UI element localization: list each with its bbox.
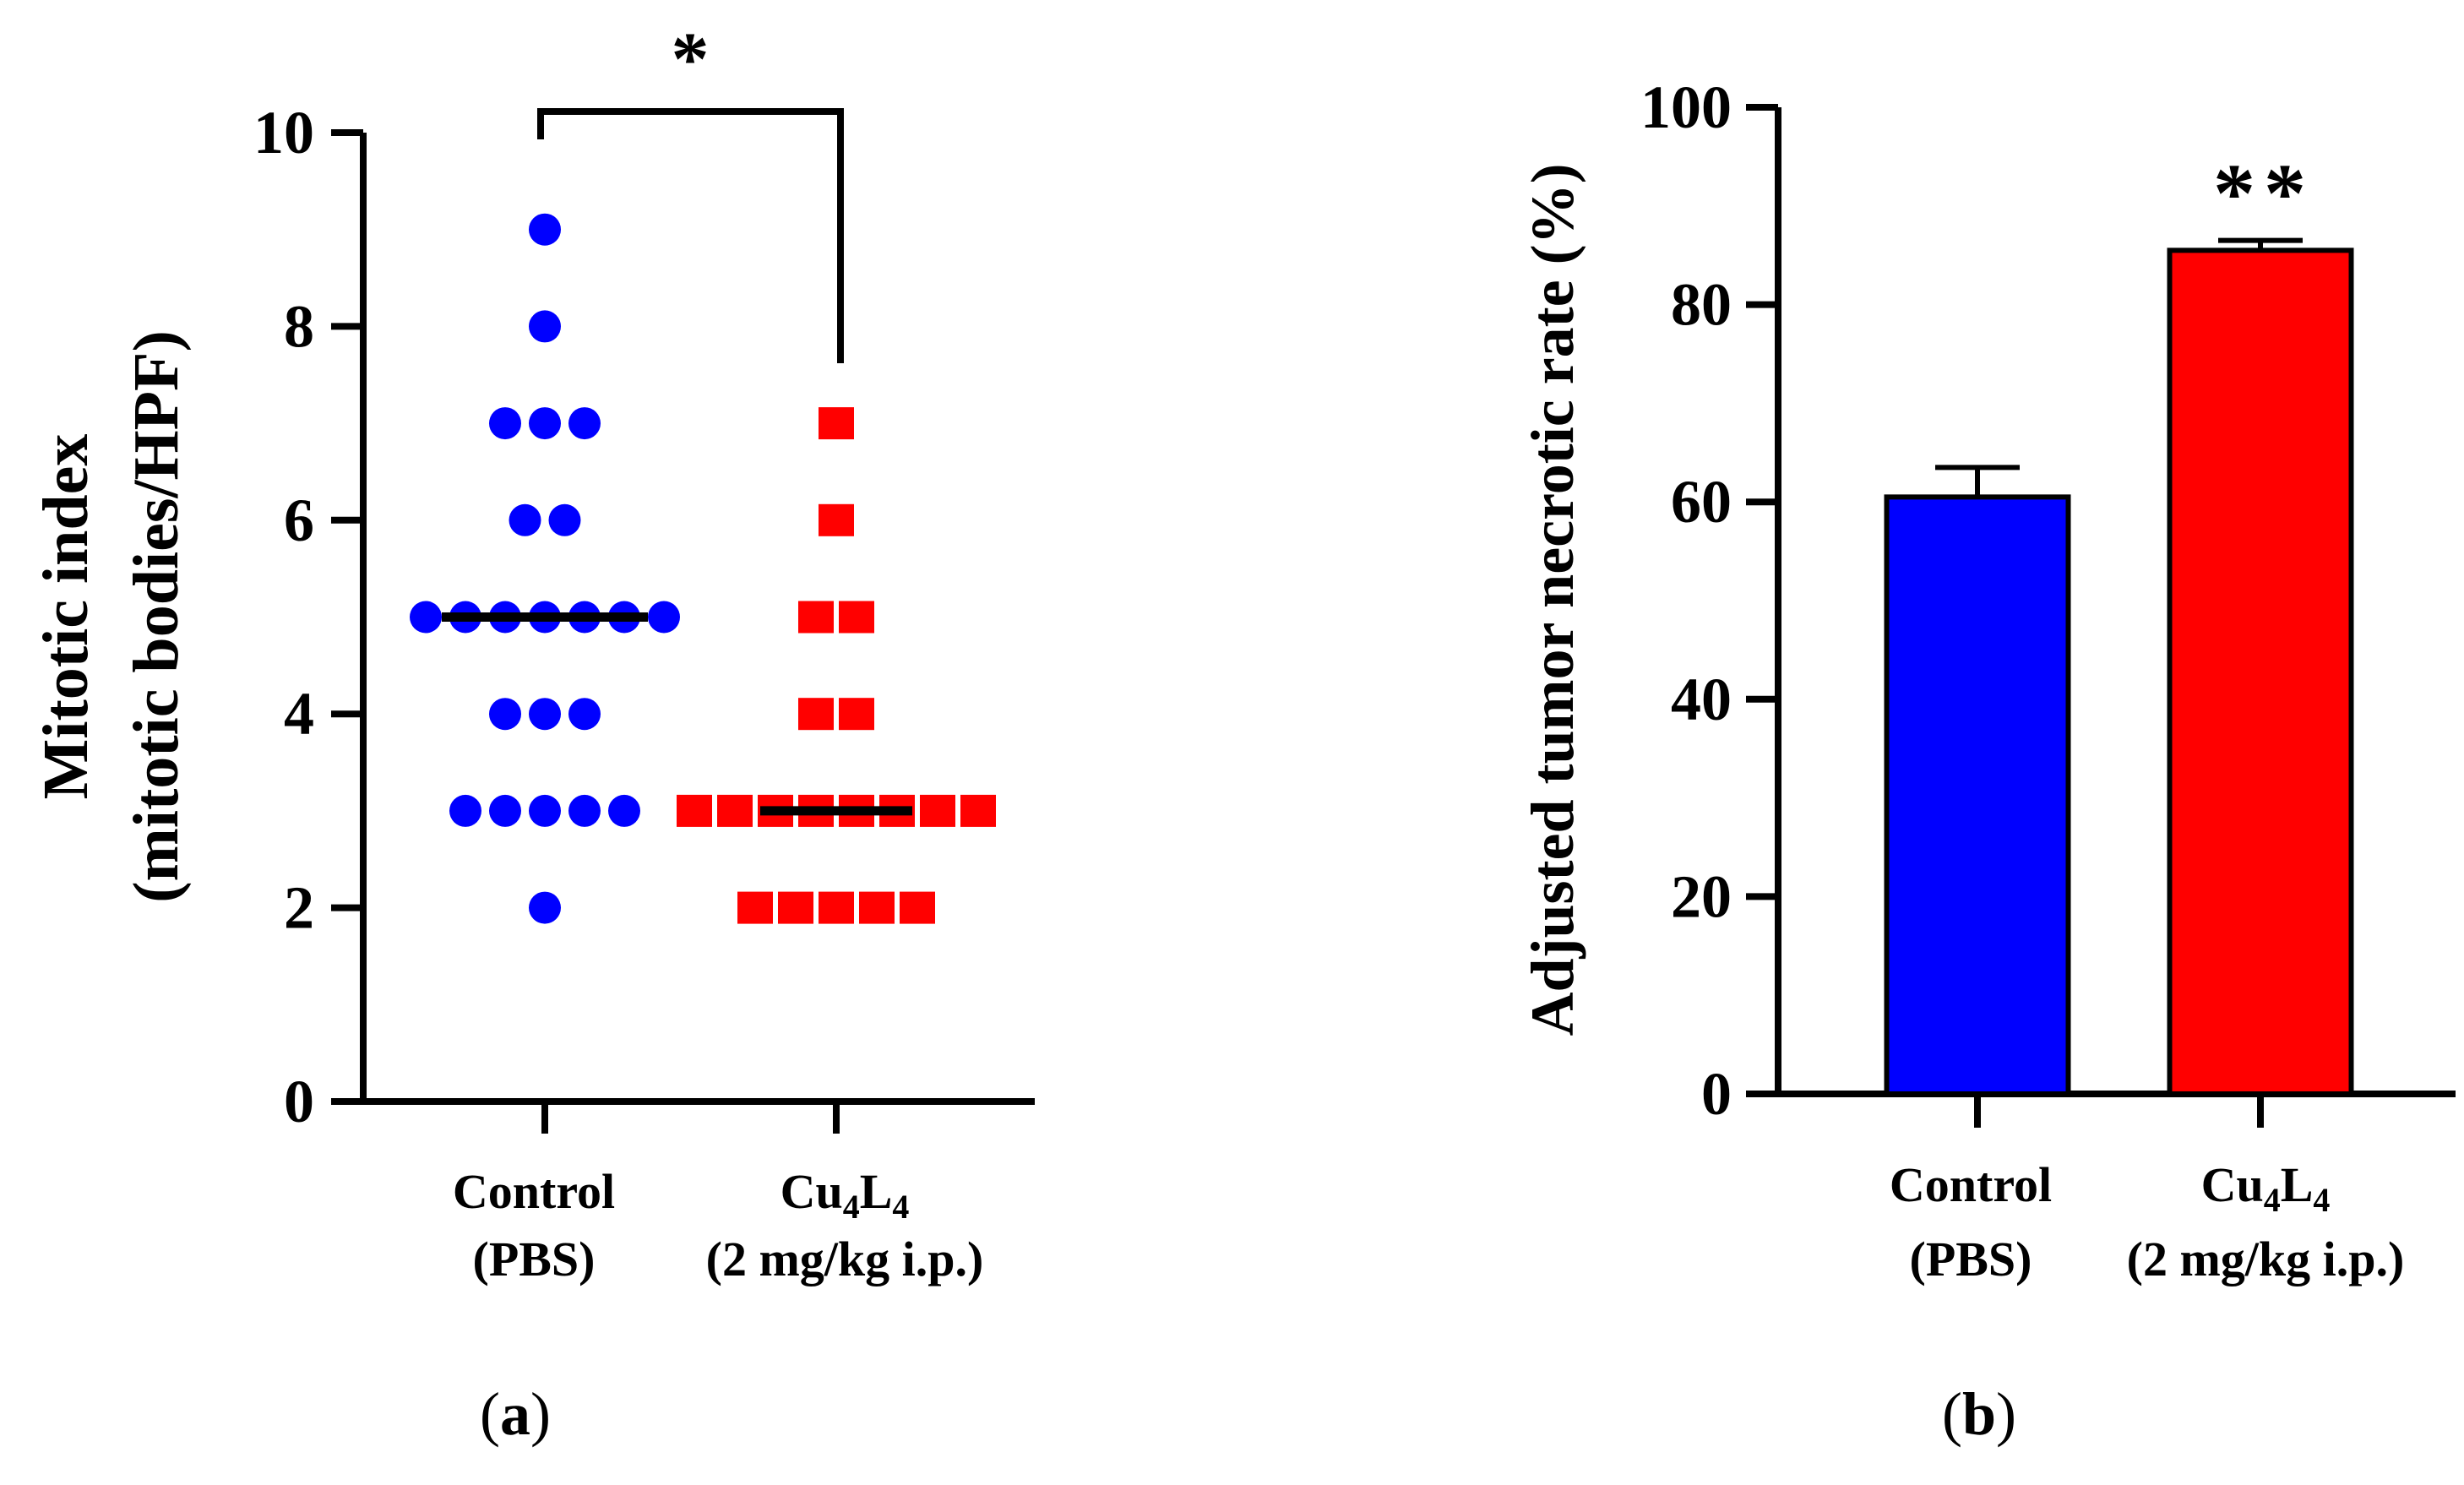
panel-a-point-control [489,698,521,731]
panel-a-point-cu4l4 [859,891,895,924]
panel-a-xlabel-cu4l4-line1: Cu4L4 [781,1164,910,1226]
panel-a-y-tick-label: 6 [284,487,314,554]
panel-b-y-tick-label: 20 [1671,862,1732,930]
panel-a-point-cu4l4 [778,891,813,924]
panel-b-bars [1884,237,2354,1096]
panel-b-y-tick-label: 40 [1671,666,1732,733]
panel-a-point-cu4l4 [819,503,854,536]
panel-b-ylabel: Adjusted tumor necrotic rate (%) [1519,163,1586,1036]
panel-b-bar-control [1884,494,2071,1096]
panel-a-point-cu4l4 [798,601,834,634]
panel-a: 0 2 4 6 8 10 Mitotic index (mitotic bodies/HP… [30,18,1035,1448]
panel-a-ylabel-line1: Mitotic index [30,434,101,800]
panel-a-point-cu4l4 [819,407,854,440]
panel-a-ylabel-line2: (mitotic bodies/HPF) [121,330,192,903]
panel-b: 0 20 40 60 80 100 Adjusted tumor necrotic rat… [1519,73,2456,1448]
panel-a-point-cu4l4 [839,601,874,634]
panel-b-bar-cu4l4 [2167,248,2354,1096]
panel-a-point-cu4l4 [717,794,753,827]
panel-a-y-ticks: 0 2 4 6 8 10 [253,99,363,1135]
panel-a-point-control [489,794,521,827]
panel-a-point-control [568,407,601,440]
panel-b-y-tick-label: 60 [1671,468,1732,536]
panel-b-significance-stars: ** [2213,146,2314,240]
panel-a-xlabel-control-line1: Control [453,1164,615,1219]
panel-a-point-control [509,503,541,536]
panel-b-y-tick-label: 0 [1701,1060,1732,1128]
panel-a-point-control [529,698,561,731]
panel-b-xlabel-control-line2: (PBS) [1910,1232,2032,1286]
panel-a-point-control [410,601,442,634]
panel-a-point-control [529,891,561,924]
panel-a-y-tick-label: 0 [284,1068,314,1135]
panel-a-y-tick-label: 4 [284,680,314,748]
panel-a-point-cu4l4 [737,891,773,924]
panel-a-point-control [529,213,561,246]
panel-a-xlabel-control-line2: (PBS) [473,1232,596,1286]
panel-a-point-control [489,407,521,440]
panel-a-significance-bracket [537,108,844,363]
panel-b-xlabel-cu4l4-line1: Cu4L4 [2201,1157,2331,1219]
panel-b-y-tick-label: 100 [1640,73,1732,141]
panel-b-xlabel-cu4l4-line2: (2 mg/kg i.p.) [2127,1232,2405,1286]
panel-b-xlabel-control-line1: Control [1890,1157,2052,1212]
panel-a-y-tick-label: 8 [284,292,314,360]
panel-a-y-tick-label: 2 [284,874,314,942]
panel-a-point-control [608,794,640,827]
panel-a-point-cu4l4 [900,891,935,924]
panel-a-significance-star: * [672,18,710,101]
panel-a-y-tick-label: 10 [253,99,314,166]
panel-a-point-cu4l4 [798,698,834,731]
panel-a-point-control [449,794,481,827]
panel-a-label: (a) [480,1380,551,1448]
panel-a-point-control [568,794,601,827]
panel-a-point-cu4l4 [920,794,955,827]
panel-b-y-tick-label: 80 [1671,271,1732,339]
panel-a-xlabel-cu4l4-line2: (2 mg/kg i.p.) [706,1232,984,1286]
panel-a-point-control [529,310,561,343]
panel-a-point-cu4l4 [960,794,996,827]
panel-a-point-cu4l4 [839,698,874,731]
panel-a-point-control [529,794,561,827]
panel-b-label: (b) [1942,1380,2016,1448]
panel-b-y-ticks: 0 20 40 60 80 100 [1640,73,1778,1128]
panel-a-points [410,213,996,924]
panel-a-point-cu4l4 [819,891,854,924]
panel-a-point-control [648,601,680,634]
panel-a-point-control [568,698,601,731]
panel-a-point-control [548,503,581,536]
panel-a-point-control [529,407,561,440]
panel-a-point-cu4l4 [677,794,712,827]
